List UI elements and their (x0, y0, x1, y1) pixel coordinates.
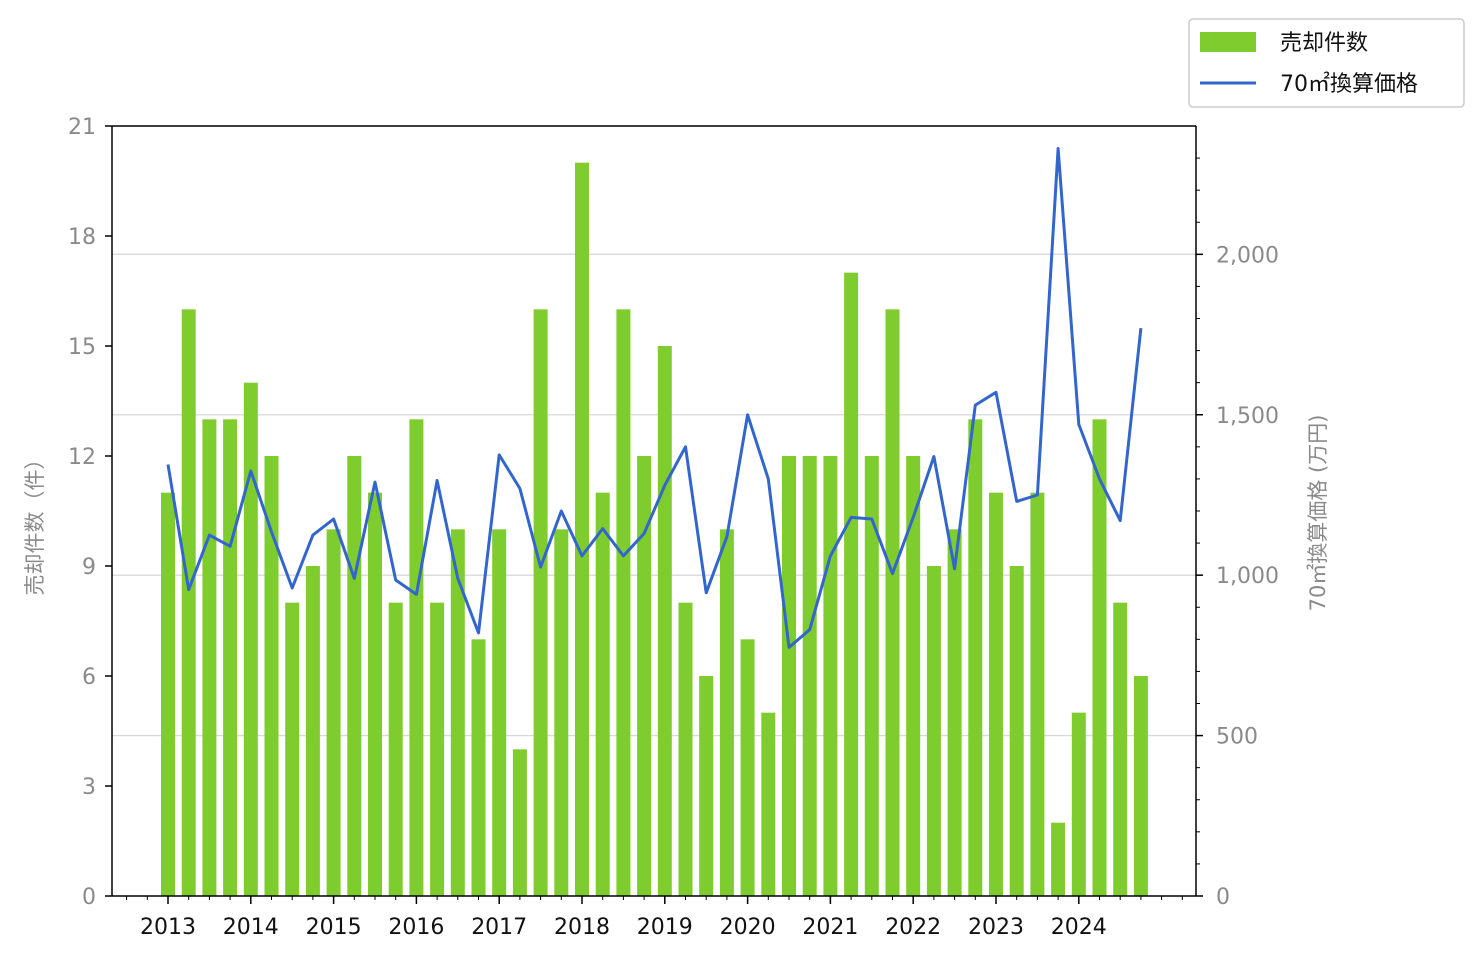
bar (616, 309, 631, 896)
bar (1071, 712, 1086, 896)
x-tick-label: 2019 (637, 915, 693, 940)
left-tick-label: 21 (68, 115, 96, 140)
bar (844, 272, 859, 897)
bar (223, 419, 238, 896)
bar (740, 639, 755, 896)
bar (492, 529, 507, 896)
bar (161, 492, 175, 896)
right-tick-label: 0 (1216, 885, 1230, 910)
bar (347, 456, 362, 896)
bar (1092, 419, 1107, 896)
x-tick-label: 2014 (223, 915, 279, 940)
left-tick-label: 3 (82, 775, 96, 800)
bar (926, 566, 941, 896)
x-tick-label: 2015 (306, 915, 362, 940)
x-tick-label: 2017 (471, 915, 527, 940)
legend-label-bars: 売却件数 (1280, 31, 1368, 56)
bar (512, 749, 527, 896)
x-tick-label: 2020 (720, 915, 776, 940)
bar (678, 602, 693, 896)
bar (1113, 602, 1128, 896)
bar (450, 529, 465, 896)
bar (989, 492, 1003, 896)
bar (264, 456, 279, 896)
x-tick-label: 2013 (140, 915, 196, 940)
bar (864, 456, 879, 896)
bar (761, 712, 776, 896)
bar (968, 419, 983, 896)
bar (471, 639, 486, 896)
x-tick-label: 2018 (554, 915, 610, 940)
legend-box (1188, 18, 1465, 108)
bar (637, 456, 652, 896)
bar (1009, 566, 1024, 896)
bar (699, 676, 714, 896)
line-series (166, 147, 1143, 649)
right-tick-label: 500 (1216, 725, 1258, 750)
left-tick-label: 0 (82, 885, 96, 910)
bar (409, 419, 424, 896)
left-tick-label: 15 (68, 335, 96, 360)
left-axis-title: 売却件数（件） (23, 449, 47, 596)
x-tick-label: 2021 (802, 915, 858, 940)
bar (1051, 822, 1066, 896)
x-tick-label: 2016 (388, 915, 444, 940)
left-tick-label: 12 (68, 445, 96, 470)
bar (554, 529, 569, 896)
bar (906, 456, 921, 896)
bar (430, 602, 445, 896)
right-tick-label: 1,500 (1216, 404, 1279, 429)
bar (1030, 492, 1045, 896)
bar (823, 456, 838, 896)
bar (305, 566, 320, 896)
bar (326, 529, 341, 896)
axes: 0 3 6 9 12 15 18 21 0 500 1,000 1,500 2,000 2013 2014 2… (68, 115, 1279, 940)
price-line (166, 147, 1143, 649)
bar (947, 529, 962, 896)
left-tick-label: 9 (82, 555, 96, 580)
right-tick-label: 2,000 (1216, 243, 1279, 268)
bar (388, 602, 403, 896)
left-tick-label: 6 (82, 665, 96, 690)
bar (202, 419, 217, 896)
left-tick-label: 18 (68, 225, 96, 250)
bar (533, 309, 548, 896)
right-axis-title: 70㎡換算価格 (万円) (1306, 415, 1330, 612)
bar (181, 309, 196, 896)
legend-label-line: 70㎡換算価格 (1280, 71, 1418, 97)
bar (595, 492, 610, 896)
bar (885, 309, 900, 896)
bar (368, 492, 382, 896)
bar (575, 162, 589, 896)
legend: 売却件数 70㎡換算価格 (1188, 18, 1465, 108)
x-tick-label: 2023 (968, 915, 1024, 940)
bar (802, 456, 817, 896)
bar (719, 529, 734, 896)
bar (285, 602, 300, 896)
bar (657, 346, 672, 896)
x-tick-label: 2024 (1051, 915, 1107, 940)
x-tick-label: 2022 (885, 915, 941, 940)
bar (1133, 676, 1148, 896)
bar (243, 382, 258, 897)
right-tick-label: 1,000 (1216, 564, 1279, 589)
legend-swatch-bars (1200, 32, 1256, 52)
bar (782, 456, 796, 896)
